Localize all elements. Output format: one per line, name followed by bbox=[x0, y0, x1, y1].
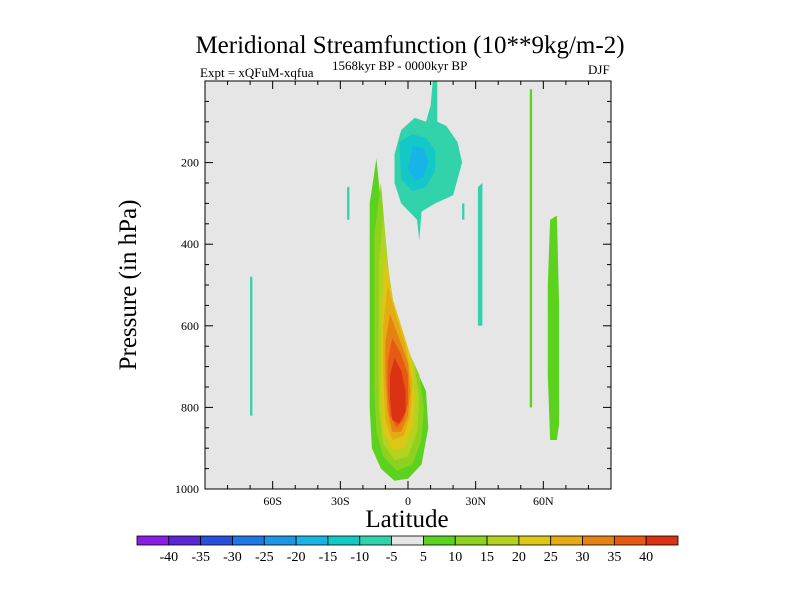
season-label: DJF bbox=[588, 62, 610, 77]
colorbar-label: -20 bbox=[287, 550, 306, 565]
axis-ticks: 60S 30S 0 30N 60N 200 400 600 800 1000 bbox=[175, 81, 612, 508]
colorbar-swatch bbox=[582, 535, 615, 546]
colorbar-swatch bbox=[136, 535, 170, 546]
sh-midlat-negative-strip bbox=[250, 276, 253, 416]
colorbar-swatch bbox=[423, 535, 456, 546]
contour-regions bbox=[250, 81, 560, 481]
nh-thin-positive-strip bbox=[529, 89, 533, 408]
sh-small-negative-patch-level-neg5 bbox=[347, 187, 350, 220]
nh-upper-negative-cell-level-neg15 bbox=[408, 146, 429, 181]
colorbar-label: -40 bbox=[159, 550, 178, 565]
nh-thin-positive-strip-level-5 bbox=[529, 89, 533, 408]
colorbar-swatch bbox=[518, 535, 552, 546]
nh-highlat-positive-strip-level-5 bbox=[547, 215, 560, 440]
colorbar-label: 15 bbox=[480, 550, 494, 565]
x-tick-label: 60S bbox=[263, 494, 282, 508]
colorbar-label: -35 bbox=[191, 550, 210, 565]
x-axis-label: Latitude bbox=[365, 506, 448, 533]
colorbar-label: 25 bbox=[544, 550, 558, 565]
colorbar: -40 -35 -30 -25 -20 -15 -10 -5 5 10 15 20 25 30 35 40 bbox=[136, 535, 679, 565]
colorbar-label: -10 bbox=[350, 550, 369, 565]
x-tick-label: 60N bbox=[533, 494, 554, 508]
y-tick-label: 400 bbox=[181, 237, 199, 251]
nh-upper-negative-cell bbox=[394, 81, 463, 241]
colorbar-swatch bbox=[613, 535, 647, 546]
colorbar-label: 5 bbox=[420, 550, 427, 565]
sh-small-negative-patch bbox=[347, 187, 350, 220]
nh-subtropical-negative-strip-level-neg5 bbox=[477, 183, 483, 326]
colorbar-swatch bbox=[295, 535, 329, 546]
y-axis-label: Pressure (in hPa) bbox=[115, 200, 142, 371]
colorbar-swatch bbox=[200, 535, 233, 546]
y-tick-label: 600 bbox=[181, 319, 199, 333]
sh-midlat-negative-strip-level-neg5 bbox=[250, 276, 253, 416]
y-tick-label: 800 bbox=[181, 400, 199, 414]
x-tick-label: 0 bbox=[405, 494, 411, 508]
colorbar-label: -25 bbox=[255, 550, 274, 565]
colorbar-swatch bbox=[486, 535, 520, 546]
colorbar-label: 35 bbox=[607, 550, 621, 565]
nh-small-negative-patch-level-neg5 bbox=[462, 203, 465, 220]
colorbar-swatch bbox=[645, 535, 679, 546]
colorbar-swatch bbox=[168, 535, 202, 546]
colorbar-label: -5 bbox=[386, 550, 398, 565]
colorbar-swatch bbox=[327, 535, 361, 546]
colorbar-swatch bbox=[454, 535, 488, 546]
y-tick-label: 1000 bbox=[175, 482, 199, 496]
colorbar-swatch bbox=[391, 535, 424, 546]
chart-title: Meridional Streamfunction (10**9kg/m-2) bbox=[195, 32, 624, 59]
colorbar-label: 20 bbox=[512, 550, 526, 565]
colorbar-label: 40 bbox=[639, 550, 653, 565]
experiment-label: Expt = xQFuM-xqfua bbox=[200, 65, 314, 80]
x-tick-label: 30S bbox=[331, 494, 350, 508]
colorbar-label: 10 bbox=[448, 550, 462, 565]
colorbar-label: 30 bbox=[576, 550, 590, 565]
nh-subtropical-negative-strip bbox=[477, 183, 483, 326]
colorbar-swatch bbox=[550, 535, 583, 546]
colorbar-swatch bbox=[232, 535, 265, 546]
period-label: 1568kyr BP - 0000kyr BP bbox=[332, 58, 467, 73]
colorbar-swatch bbox=[263, 535, 297, 546]
colorbar-label: -15 bbox=[319, 550, 338, 565]
tropical-positive-cell-level-40 bbox=[390, 358, 406, 424]
y-tick-label: 200 bbox=[181, 156, 199, 170]
nh-small-negative-patch bbox=[462, 203, 465, 220]
nh-highlat-positive-strip bbox=[547, 215, 560, 440]
colorbar-swatch bbox=[359, 535, 392, 546]
tropical-positive-cell bbox=[369, 158, 429, 481]
colorbar-label: -30 bbox=[223, 550, 242, 565]
x-tick-label: 30N bbox=[465, 494, 486, 508]
